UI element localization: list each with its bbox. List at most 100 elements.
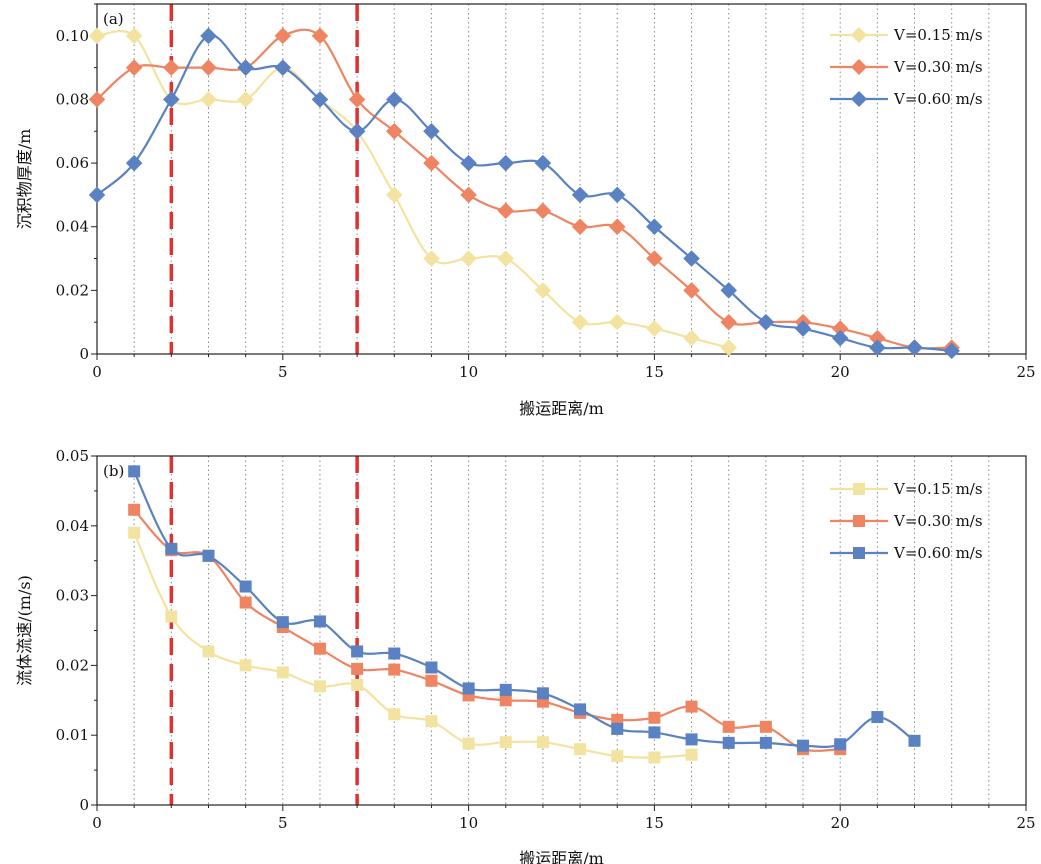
- panel-b: 0 5 10 15 20 25 0 0.01 0.02 0.03 0.04 0.05 搬运距离/m 流体流…: [15, 447, 1036, 864]
- series-2: [128, 503, 847, 756]
- x-tick-label: 0: [92, 814, 102, 832]
- data-point: [720, 313, 738, 331]
- legend-label: V=0.15 m/s: [893, 26, 983, 44]
- data-point: [274, 59, 292, 76]
- data-point: [462, 737, 475, 750]
- data-point: [571, 186, 589, 204]
- data-point: [648, 751, 661, 764]
- y-tick-label: 0.08: [56, 90, 89, 108]
- data-point: [165, 610, 178, 623]
- x-tick-label: 10: [459, 363, 478, 381]
- data-point: [425, 674, 438, 687]
- data-point: [794, 320, 812, 337]
- data-point: [648, 726, 661, 739]
- data-point: [611, 750, 624, 763]
- data-point: [313, 642, 326, 655]
- data-point: [128, 503, 141, 516]
- x-tick-label: 15: [645, 363, 664, 381]
- data-point: [611, 713, 624, 726]
- data-point: [239, 596, 252, 609]
- data-point: [165, 542, 178, 555]
- data-point: [720, 339, 738, 356]
- legend-label: V=0.60 m/s: [893, 544, 983, 562]
- data-point: [869, 339, 886, 356]
- data-point: [685, 748, 698, 761]
- data-point: [722, 720, 735, 733]
- x-tick-label: 0: [92, 363, 102, 381]
- data-point: [274, 27, 292, 45]
- data-point: [348, 122, 366, 140]
- data-point: [499, 694, 512, 707]
- data-point: [388, 708, 401, 721]
- series-line: [133, 532, 692, 759]
- data-point: [200, 91, 217, 108]
- data-point: [683, 282, 700, 299]
- data-point: [797, 739, 810, 752]
- y-axis-title: 沉积物厚度/m: [15, 129, 34, 230]
- x-tick-label: 20: [831, 363, 850, 381]
- plot-frame: [96, 455, 1027, 806]
- data-point: [499, 683, 512, 696]
- data-point: [611, 722, 624, 735]
- data-point: [648, 711, 661, 724]
- y-tick-label: 0.04: [56, 517, 89, 535]
- data-point: [574, 743, 587, 756]
- series-3: [128, 465, 921, 752]
- legend-marker: [851, 59, 867, 75]
- data-point: [128, 526, 141, 539]
- x-tick-label: 10: [459, 814, 478, 832]
- data-point: [311, 91, 329, 108]
- data-point: [125, 154, 143, 172]
- data-point: [831, 329, 849, 347]
- data-point: [237, 59, 254, 76]
- y-tick-label: 0.04: [56, 218, 89, 236]
- data-point: [276, 616, 289, 629]
- data-point: [423, 250, 440, 267]
- data-point: [497, 250, 515, 267]
- panel-a: 0 5 10 15 20 25 0 0.02 0.04 0.06 0.08 0.10 搬运距离/m 沉积物…: [15, 3, 1036, 418]
- data-point: [834, 738, 847, 751]
- data-point: [128, 465, 141, 478]
- legend-label: V=0.15 m/s: [893, 480, 983, 498]
- data-point: [646, 320, 663, 337]
- data-point: [239, 580, 252, 593]
- y-tick-label: 0.03: [56, 587, 89, 605]
- legend-marker: [851, 91, 867, 107]
- data-point: [202, 645, 215, 658]
- panel-label: (a): [103, 10, 124, 28]
- data-point: [200, 27, 217, 45]
- data-point: [423, 154, 440, 172]
- series-line: [96, 30, 729, 349]
- y-tick-label: 0.01: [56, 726, 89, 744]
- y-tick-label: 0.02: [56, 281, 89, 299]
- data-point: [757, 313, 775, 331]
- data-point: [351, 645, 364, 658]
- data-point: [311, 27, 329, 45]
- legend: V=0.15 m/s V=0.30 m/s V=0.60 m/s: [830, 26, 983, 108]
- legend: V=0.15 m/s V=0.30 m/s V=0.60 m/s: [830, 480, 983, 562]
- data-point: [385, 122, 403, 140]
- legend-label: V=0.30 m/s: [893, 58, 983, 76]
- data-point: [871, 711, 884, 724]
- data-point: [536, 687, 549, 700]
- data-point: [608, 313, 626, 331]
- data-point: [313, 680, 326, 693]
- y-tick-label: 0.06: [56, 154, 89, 172]
- panel-label: (b): [103, 462, 124, 480]
- x-tick-label: 5: [278, 363, 288, 381]
- data-point: [720, 282, 738, 299]
- data-point: [685, 700, 698, 713]
- data-point: [497, 154, 515, 172]
- data-point: [125, 27, 143, 45]
- data-point: [646, 250, 663, 267]
- data-point: [574, 703, 587, 716]
- series-line: [133, 509, 841, 752]
- x-tick-label: 25: [1016, 814, 1035, 832]
- legend-marker: [853, 483, 865, 495]
- data-point: [200, 59, 217, 76]
- series-3: [88, 27, 961, 360]
- legend-label: V=0.60 m/s: [893, 90, 983, 108]
- data-point: [237, 91, 254, 108]
- legend-marker: [853, 515, 865, 527]
